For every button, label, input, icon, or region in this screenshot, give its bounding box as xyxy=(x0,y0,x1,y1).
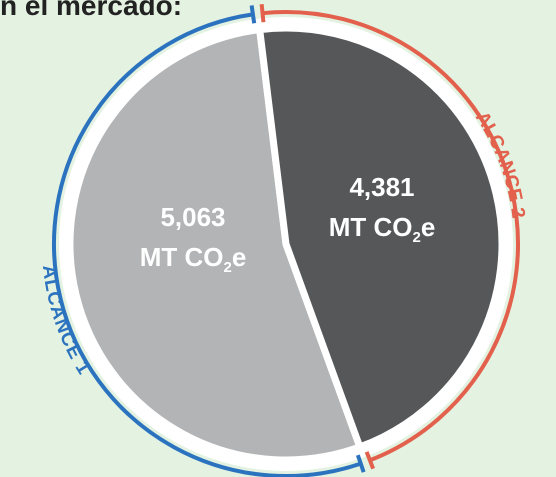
chart-title: n el mercado: xyxy=(0,0,183,21)
pie-slice-1 xyxy=(66,26,364,464)
slice-value-label-2: 4,381 xyxy=(349,172,414,202)
scope-arc-1 xyxy=(52,12,362,477)
slice-unit-label-2: MT CO2e xyxy=(329,212,436,246)
scope-arc-tick-1-1 xyxy=(355,454,366,473)
slice-value-label-1: 5,063 xyxy=(160,202,225,232)
pie-slice-2 xyxy=(256,24,506,451)
scope-arc-tick-1-2 xyxy=(249,5,257,24)
scope-arc-tick-2-1 xyxy=(259,4,266,23)
scope-arc-2 xyxy=(262,10,520,463)
slice-unit-label-1: MT CO2e xyxy=(140,242,247,276)
scope-arc-tick-2-2 xyxy=(364,451,376,470)
